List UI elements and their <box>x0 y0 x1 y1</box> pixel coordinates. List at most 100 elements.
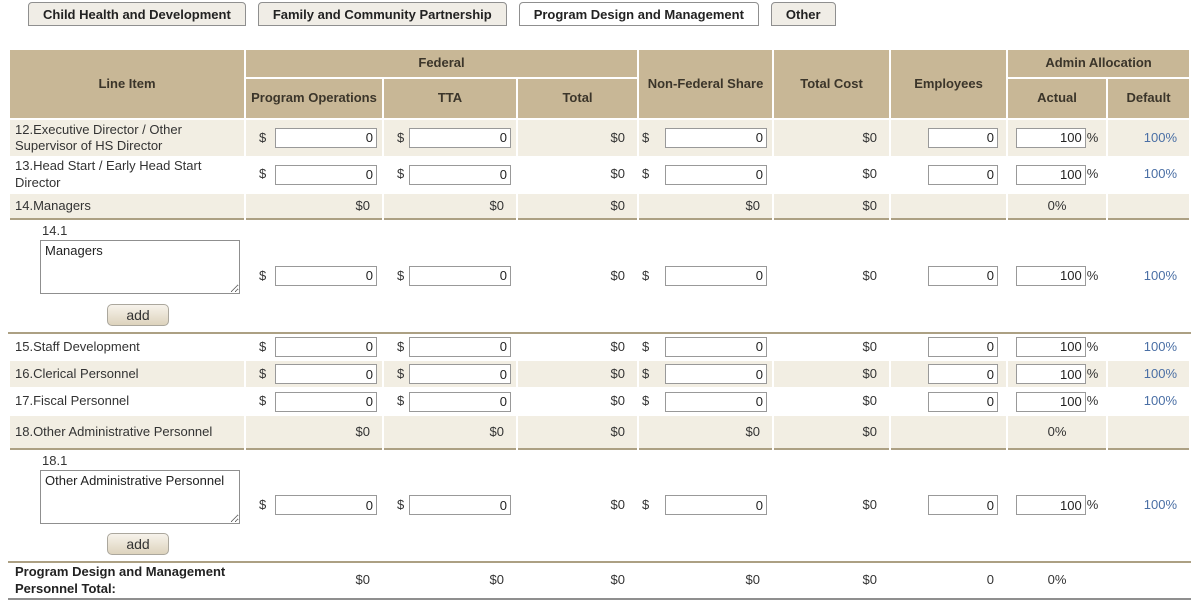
row-15-non-federal-share-input[interactable] <box>665 336 768 357</box>
row-17: 17.Fiscal Personnel $ $ $0 $ $0 % 100% <box>8 387 1192 416</box>
row-18-program-operations: $0 <box>244 415 384 449</box>
row-14-1-add-button[interactable]: add <box>107 303 169 326</box>
row-17-program-operations-input[interactable] <box>275 391 377 412</box>
row-16-default-link[interactable]: 100% <box>1143 365 1178 381</box>
row-12-employees-input[interactable] <box>928 127 999 148</box>
tab-other[interactable]: Other <box>770 2 836 26</box>
row-16-actual-input[interactable] <box>1015 364 1086 384</box>
total-employees: 0 <box>889 561 1009 600</box>
col-header-employees: Employees <box>889 48 1009 120</box>
dollar-sign: $ <box>259 497 267 513</box>
row-18-1-program-operations-input[interactable] <box>275 495 377 516</box>
row-14: 14.Managers $0 $0 $0 $0 $0 0% <box>8 192 1192 219</box>
row-18-1-line-item-textarea[interactable]: Other Administrative Personnel <box>40 469 240 524</box>
row-18-label: 18.Other Administrative Personnel <box>8 415 246 449</box>
row-14-1-federal-total: $0 <box>515 218 640 334</box>
row-12-non-federal-share-input[interactable] <box>665 127 768 148</box>
row-14-1-line-item-textarea[interactable]: Managers <box>40 240 240 295</box>
row-17-actual-input[interactable] <box>1015 391 1086 412</box>
col-header-actual: Actual <box>1006 77 1109 120</box>
col-header-tta: TTA <box>382 77 518 120</box>
row-18-1-tta-input[interactable] <box>409 495 511 516</box>
row-18: 18.Other Administrative Personnel $0 $0 … <box>8 415 1192 449</box>
row-15-default-link[interactable]: 100% <box>1143 338 1178 354</box>
tab-program-design-and-management[interactable]: Program Design and Management <box>518 2 759 26</box>
row-13-tta-input[interactable] <box>409 164 511 185</box>
row-14-1-actual-input[interactable] <box>1015 265 1086 286</box>
col-header-federal: Federal <box>243 48 640 79</box>
row-12-default-link[interactable]: 100% <box>1143 129 1178 145</box>
dollar-sign: $ <box>642 393 650 409</box>
percent-sign: % <box>1086 267 1099 283</box>
row-16-program-operations-input[interactable] <box>275 364 377 384</box>
row-18-federal-total: $0 <box>515 415 640 449</box>
tab-family-and-community-partnership[interactable]: Family and Community Partnership <box>257 2 507 26</box>
dollar-sign: $ <box>397 166 405 182</box>
col-header-default: Default <box>1106 77 1192 120</box>
dollar-sign: $ <box>259 338 267 354</box>
row-17-non-federal-share-input[interactable] <box>665 391 768 412</box>
row-14-1-non-federal-share-input[interactable] <box>665 265 768 286</box>
row-12-label: 12.Executive Director / Other Supervisor… <box>8 118 246 156</box>
row-14-non-federal-share: $0 <box>637 192 775 219</box>
total-tta: $0 <box>382 561 518 600</box>
total-default <box>1106 561 1192 600</box>
dollar-sign: $ <box>397 267 405 283</box>
row-14-1-tta-input[interactable] <box>409 265 511 286</box>
row-13-default-link[interactable]: 100% <box>1143 166 1178 182</box>
row-18-employees <box>889 415 1009 449</box>
row-13-label: 13.Head Start / Early Head Start Directo… <box>8 155 246 193</box>
row-18-1-default-link[interactable]: 100% <box>1143 497 1178 513</box>
row-14-tta: $0 <box>382 192 518 219</box>
percent-sign: % <box>1086 166 1099 182</box>
row-15-program-operations-input[interactable] <box>275 336 377 357</box>
row-14-program-operations: $0 <box>244 192 384 219</box>
row-12-federal-total: $0 <box>515 118 640 156</box>
total-row: Program Design and Management Personnel … <box>8 561 1192 600</box>
row-17-default-link[interactable]: 100% <box>1143 393 1178 409</box>
row-18-1-total-cost: $0 <box>772 447 892 563</box>
row-12-program-operations-input[interactable] <box>275 127 377 148</box>
row-14-1-total-cost: $0 <box>772 218 892 334</box>
col-header-line-item: Line Item <box>8 48 246 120</box>
row-15-total-cost: $0 <box>772 332 892 361</box>
row-13-actual-input[interactable] <box>1015 164 1086 185</box>
row-15: 15.Staff Development $ $ $0 $ $0 % 100% <box>8 332 1192 361</box>
row-16-non-federal-share-input[interactable] <box>665 364 768 384</box>
row-16-tta-input[interactable] <box>409 364 511 384</box>
row-13-program-operations-input[interactable] <box>275 164 377 185</box>
row-14-employees <box>889 192 1009 219</box>
row-15-actual-input[interactable] <box>1015 336 1086 357</box>
total-federal-total: $0 <box>515 561 640 600</box>
dollar-sign: $ <box>259 365 267 381</box>
row-17-tta-input[interactable] <box>409 391 511 412</box>
row-12-actual-input[interactable] <box>1015 127 1086 148</box>
row-18-1-employees-input[interactable] <box>928 495 999 516</box>
row-13-non-federal-share-input[interactable] <box>665 164 768 185</box>
row-18-1-actual-input[interactable] <box>1015 495 1086 516</box>
dollar-sign: $ <box>642 129 650 145</box>
row-18-1-non-federal-share-input[interactable] <box>665 495 768 516</box>
row-12-tta-input[interactable] <box>409 127 511 148</box>
row-13: 13.Head Start / Early Head Start Directo… <box>8 155 1192 193</box>
row-17-employees-input[interactable] <box>928 391 999 412</box>
budget-table: Line Item Federal Non-Federal Share Tota… <box>8 48 1192 600</box>
row-18-1-add-button[interactable]: add <box>107 533 169 555</box>
dollar-sign: $ <box>642 497 650 513</box>
dollar-sign: $ <box>397 497 405 513</box>
row-14-total-cost: $0 <box>772 192 892 219</box>
row-15-employees-input[interactable] <box>928 336 999 357</box>
tab-child-health-and-development[interactable]: Child Health and Development <box>28 2 246 26</box>
row-16-label: 16.Clerical Personnel <box>8 360 246 388</box>
row-14-1-employees-input[interactable] <box>928 265 999 286</box>
row-14-1-program-operations-input[interactable] <box>275 265 377 286</box>
dollar-sign: $ <box>397 393 405 409</box>
row-13-employees-input[interactable] <box>928 164 999 185</box>
row-17-label: 17.Fiscal Personnel <box>8 387 246 416</box>
row-13-total-cost: $0 <box>772 155 892 193</box>
row-14-1-default-link[interactable]: 100% <box>1143 267 1178 283</box>
col-header-admin-allocation: Admin Allocation <box>1006 48 1192 79</box>
row-15-tta-input[interactable] <box>409 336 511 357</box>
row-16-employees-input[interactable] <box>928 364 999 384</box>
row-18-tta: $0 <box>382 415 518 449</box>
